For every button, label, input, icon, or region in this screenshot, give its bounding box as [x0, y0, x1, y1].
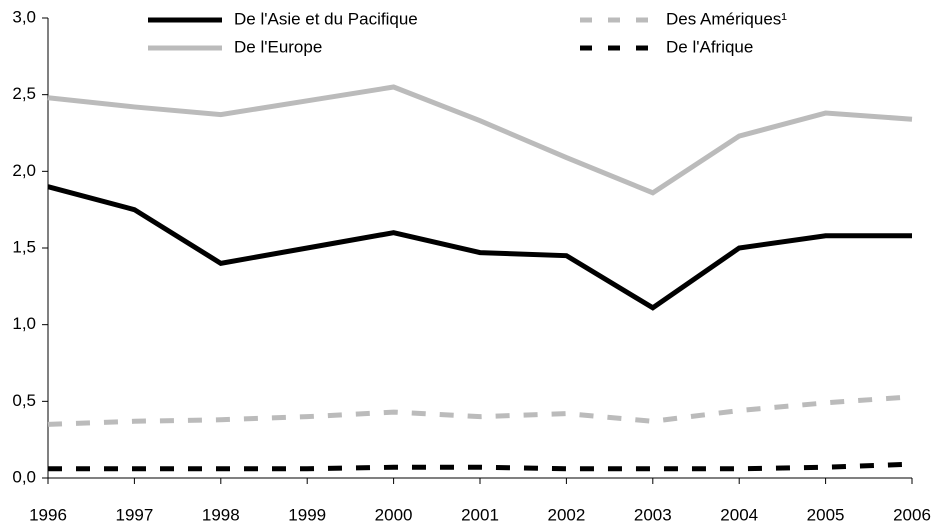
- x-tick-label: 1996: [29, 505, 67, 524]
- y-tick-label: 1,5: [12, 237, 36, 256]
- x-tick-label: 2003: [634, 505, 672, 524]
- x-tick-label: 2001: [461, 505, 499, 524]
- y-tick-label: 1,0: [12, 314, 36, 333]
- x-tick-label: 2005: [807, 505, 845, 524]
- y-tick-label: 0,5: [12, 391, 36, 410]
- legend-label: De l'Europe: [234, 37, 322, 56]
- x-tick-label: 2000: [375, 505, 413, 524]
- legend-label: De l'Asie et du Pacifique: [234, 9, 418, 28]
- x-tick-label: 2006: [893, 505, 931, 524]
- x-tick-label: 2004: [720, 505, 758, 524]
- series-line: [48, 461, 913, 472]
- y-tick-label: 2,0: [12, 161, 36, 180]
- series-line: [47, 394, 913, 427]
- series-line: [47, 84, 913, 196]
- series-line: [47, 184, 912, 311]
- legend-label: Des Amériques¹: [666, 9, 787, 28]
- y-tick-label: 3,0: [12, 7, 36, 26]
- x-tick-label: 2002: [547, 505, 585, 524]
- x-tick-label: 1997: [115, 505, 153, 524]
- legend-label: De l'Afrique: [666, 37, 753, 56]
- x-tick-label: 1999: [288, 505, 326, 524]
- y-tick-label: 0,0: [12, 467, 36, 486]
- x-tick-label: 1998: [202, 505, 240, 524]
- y-tick-label: 2,5: [12, 84, 36, 103]
